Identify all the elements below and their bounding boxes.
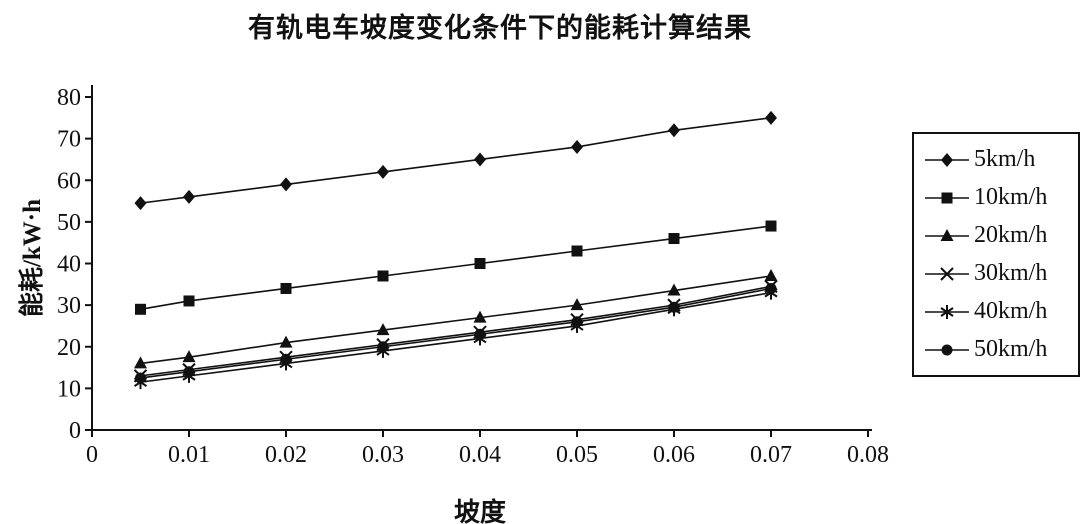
legend-marker-square-icon [925, 192, 969, 203]
svg-text:40: 40 [57, 252, 81, 278]
svg-text:0.03: 0.03 [362, 442, 404, 468]
legend-marker-triangle-icon [925, 228, 969, 241]
legend-label: 50km/h [974, 336, 1048, 362]
x-axis-label: 坡度 [453, 498, 507, 524]
svg-text:0.04: 0.04 [459, 442, 501, 468]
chart-title: 有轨电车坡度变化条件下的能耗计算结果 [248, 13, 752, 43]
legend-item: 5km/h [924, 146, 1068, 173]
legend-item: 10km/h [924, 184, 1068, 211]
legend: 5km/h 10km/h 20km/h 30km/h 40km/h 50km/h [912, 132, 1080, 377]
svg-text:0.02: 0.02 [265, 442, 307, 468]
svg-text:0: 0 [69, 418, 81, 444]
legend-item: 30km/h [924, 260, 1068, 287]
legend-marker-diamond-icon [925, 152, 969, 167]
svg-text:80: 80 [57, 85, 81, 111]
svg-text:20: 20 [57, 335, 81, 361]
plot-area: 0 0.01 0.02 0.03 0.04 0.05 0.06 0.07 0.08 0 10 20 30… [57, 85, 889, 468]
svg-text:0.08: 0.08 [847, 442, 889, 468]
svg-text:0: 0 [86, 442, 98, 468]
svg-text:0.01: 0.01 [168, 442, 210, 468]
svg-text:30: 30 [57, 293, 81, 319]
legend-label: 30km/h [974, 260, 1048, 286]
svg-text:0.06: 0.06 [653, 442, 695, 468]
legend-item: 40km/h [924, 298, 1068, 325]
legend-label: 20km/h [974, 222, 1048, 248]
svg-text:60: 60 [57, 168, 81, 194]
legend-label: 40km/h [974, 298, 1048, 324]
svg-text:0.07: 0.07 [750, 442, 792, 468]
legend-item: 20km/h [924, 222, 1068, 249]
svg-text:70: 70 [57, 127, 81, 153]
legend-label: 5km/h [974, 146, 1036, 172]
legend-marker-x-icon [925, 266, 969, 281]
legend-marker-circle-icon [925, 344, 969, 355]
svg-text:0.05: 0.05 [556, 442, 598, 468]
svg-text:50: 50 [57, 210, 81, 236]
legend-marker-asterisk-icon [925, 304, 969, 319]
legend-label: 10km/h [974, 184, 1048, 210]
svg-text:10: 10 [57, 376, 81, 402]
legend-item: 50km/h [924, 336, 1068, 363]
